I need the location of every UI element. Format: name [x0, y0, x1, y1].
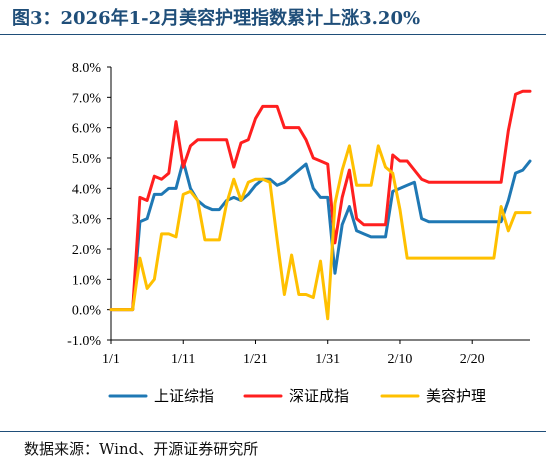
title-underline	[0, 34, 546, 35]
y-tick-label: 3.0%	[72, 213, 102, 228]
y-tick-label: 1.0%	[72, 273, 102, 288]
legend-item-1: 上证综指	[108, 388, 214, 405]
y-tick-label: 6.0%	[72, 122, 102, 137]
y-tick-label: 5.0%	[72, 152, 102, 167]
y-axis: 8.0% 7.0% 6.0% 5.0% 4.0% 3.0% 2.0% 1.0% 0.0% -1.0…	[67, 61, 112, 349]
x-tick-label: 1/1	[102, 352, 120, 367]
x-tick-label: 1/11	[171, 352, 195, 367]
x-axis: 1/1 1/11 1/21 1/31 2/10 2/20	[102, 339, 530, 367]
legend-label: 深证成指	[289, 388, 349, 405]
y-tick-label: 4.0%	[72, 182, 102, 197]
legend-label: 上证综指	[154, 388, 214, 405]
legend: 上证综指 深证成指 美容护理	[108, 388, 486, 405]
x-tick-label: 2/20	[460, 352, 485, 367]
x-tick-label: 1/31	[315, 352, 340, 367]
series-line-1	[109, 159, 532, 312]
legend-item-2: 深证成指	[243, 388, 349, 405]
series-line-3	[109, 144, 532, 321]
series-line-2	[109, 89, 532, 312]
x-tick-group: 1/1 1/11 1/21 1/31 2/10 2/20	[102, 340, 485, 367]
y-tick-label: -1.0%	[67, 334, 101, 349]
y-tick-label: 0.0%	[72, 304, 102, 319]
y-tick-label: 2.0%	[72, 243, 102, 258]
figure-title: 图3：2026年1-2月美容护理指数累计上涨3.20%	[12, 8, 421, 29]
legend-item-3: 美容护理	[380, 388, 486, 405]
y-tick-label: 7.0%	[72, 91, 102, 106]
y-tick-label: 8.0%	[72, 61, 102, 76]
source-divider	[0, 431, 546, 432]
x-tick-label: 1/21	[243, 352, 268, 367]
source-note: 数据来源：Wind、开源证券研究所	[24, 440, 259, 458]
legend-label: 美容护理	[426, 388, 486, 405]
series-lines	[109, 89, 532, 321]
y-tick-group: 8.0% 7.0% 6.0% 5.0% 4.0% 3.0% 2.0% 1.0% 0.0% -1.0…	[67, 61, 111, 349]
x-tick-label: 2/10	[388, 352, 413, 367]
